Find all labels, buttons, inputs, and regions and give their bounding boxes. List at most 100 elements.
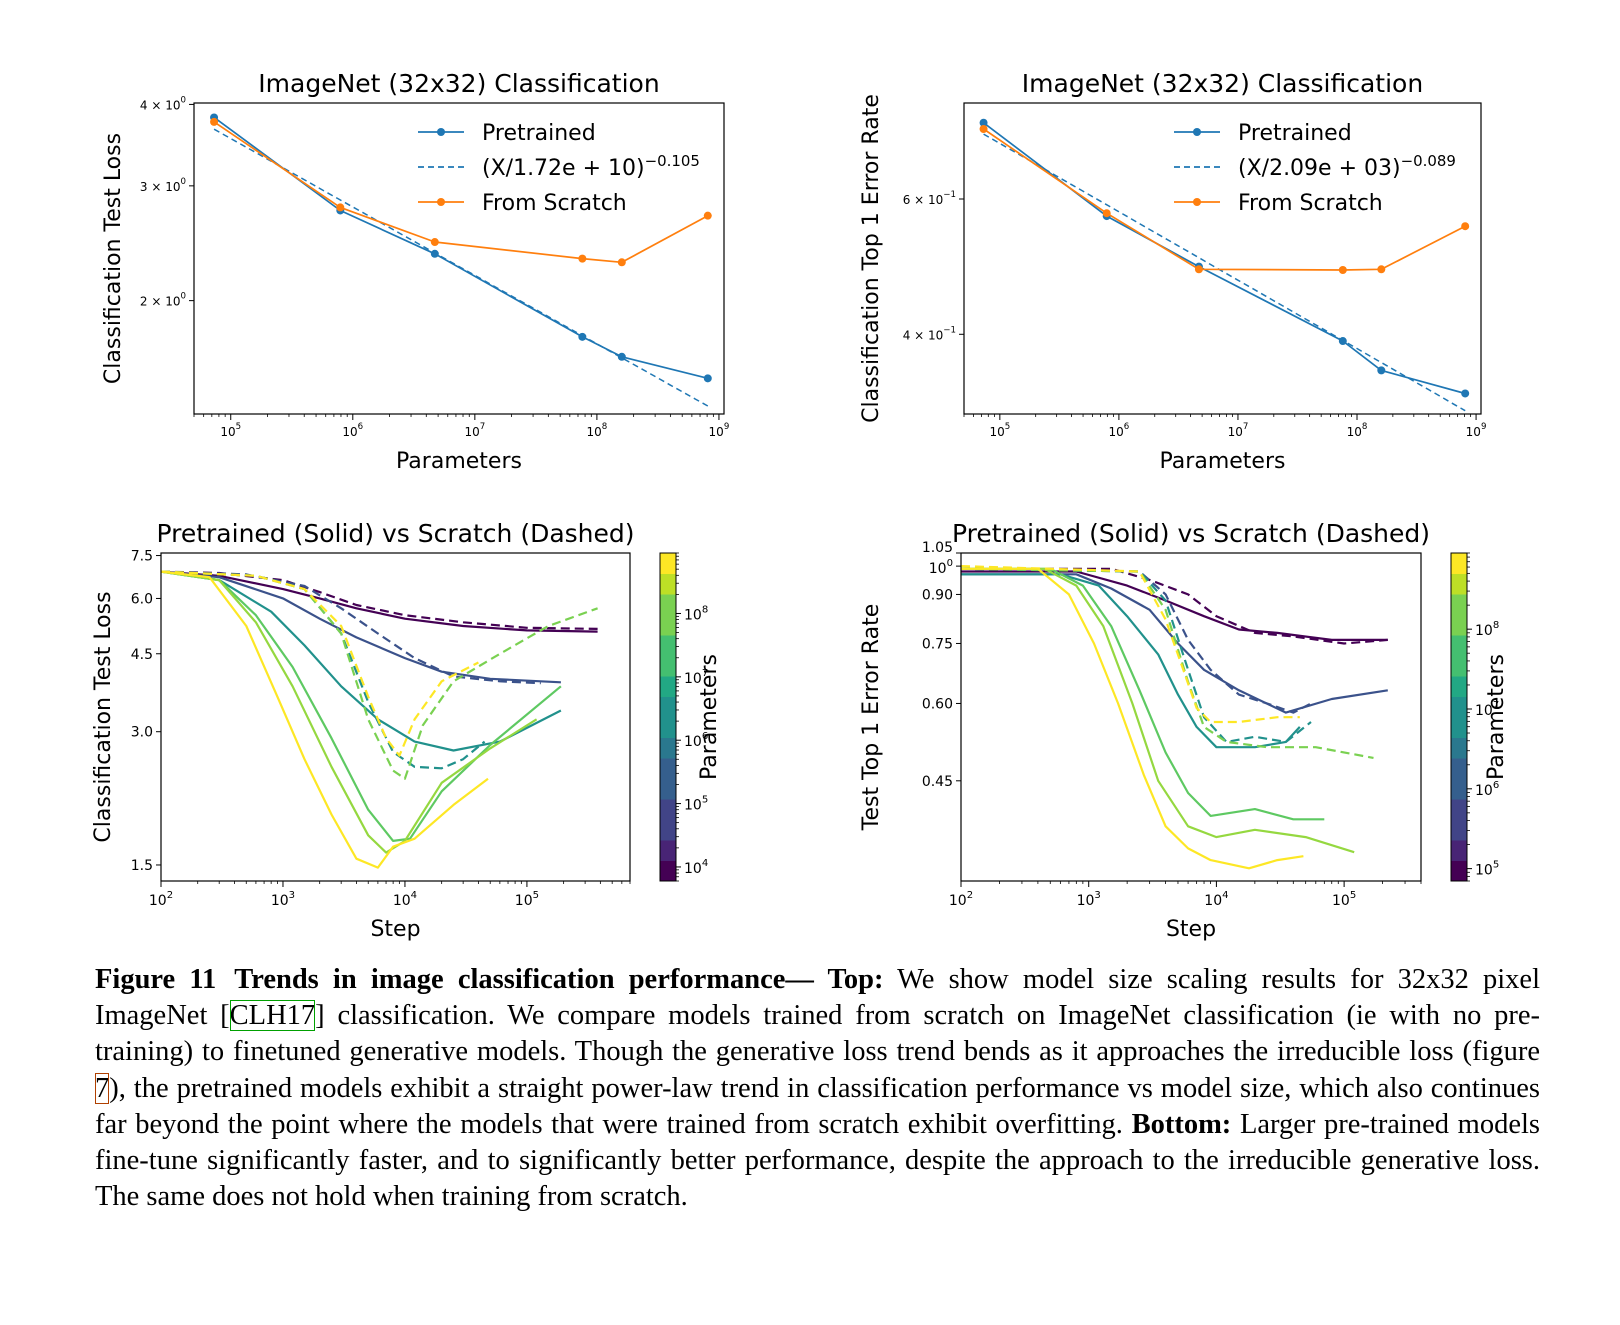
series-line-0 xyxy=(983,122,1466,395)
series-group xyxy=(979,118,1470,412)
y-tick-label: 100 xyxy=(929,558,953,577)
legend-label-0: Pretrained xyxy=(1238,121,1352,146)
colorbar-segment xyxy=(660,737,676,759)
y-tick-label: 1.5 xyxy=(131,858,153,874)
colorbar-label: Parameters xyxy=(697,654,722,780)
colorbar-segment xyxy=(1451,594,1467,615)
colorbar-segment xyxy=(660,676,676,697)
colorbar-segment xyxy=(1451,553,1467,574)
legend-marker xyxy=(437,198,445,206)
colorbar-segment xyxy=(660,635,676,656)
series-line-5 xyxy=(961,567,1312,744)
y-tick-label: 4.5 xyxy=(131,647,153,663)
y-tick-label: 4 × 10−1 xyxy=(903,325,956,342)
colorbar-segment xyxy=(660,553,676,574)
chart-title: Pretrained (Solid) vs Scratch (Dashed) xyxy=(952,519,1430,548)
colorbar-tick-label: 105 xyxy=(684,795,708,814)
colorbar-tick-label: 106 xyxy=(684,731,708,750)
colorbar-tick-label: 107 xyxy=(684,668,708,687)
citation-link-clh17[interactable]: CLH17 xyxy=(229,1000,316,1032)
series-line-8 xyxy=(161,570,538,854)
series-line-3 xyxy=(961,567,1312,714)
colorbar-segment xyxy=(660,860,676,882)
legend: Pretrained (X/2.09e + 03)−0.089 From Scrat… xyxy=(1174,121,1456,216)
series-line-7 xyxy=(961,567,1374,759)
legend-marker xyxy=(1193,128,1201,136)
data-point xyxy=(1461,222,1470,231)
series-group xyxy=(161,570,598,869)
x-axis-label: Parameters xyxy=(1160,449,1286,474)
series-line-4 xyxy=(961,573,1301,749)
plot-frame xyxy=(160,552,631,882)
data-point xyxy=(703,374,712,383)
legend-label-2: From Scratch xyxy=(482,191,627,216)
y-tick-label: 0.90 xyxy=(922,587,953,603)
caption-text-4: Larger pre-trained models fine-tune sign… xyxy=(95,1108,1540,1213)
chart-title: ImageNet (32x32) Classification xyxy=(258,69,659,98)
y-tick-label: 0.60 xyxy=(922,696,953,712)
chart-top-right: ImageNet (32x32) Classification Parameter… xyxy=(859,69,1486,474)
x-axis-label: Step xyxy=(1166,917,1216,942)
x-tick-label: 105 xyxy=(989,422,1010,439)
colorbar-segment xyxy=(1451,737,1467,759)
colorbar-segment xyxy=(660,594,676,615)
series-line-1 xyxy=(213,128,709,407)
y-axis-label: Classification Top 1 Error Rate xyxy=(859,94,884,423)
series-line-8 xyxy=(961,567,1355,854)
x-tick-label: 102 xyxy=(149,890,173,909)
chart-title: Pretrained (Solid) vs Scratch (Dashed) xyxy=(156,519,634,548)
colorbar-segment xyxy=(660,614,676,636)
data-point xyxy=(617,258,626,267)
series-line-2 xyxy=(213,121,709,264)
x-tick-label: 103 xyxy=(271,890,295,909)
figure-ref-link-7[interactable]: 7 xyxy=(95,1072,110,1104)
data-point xyxy=(1102,209,1111,218)
y-axis-label: Classification Test Loss xyxy=(91,591,116,842)
chart-bottom-left: Pretrained (Solid) vs Scratch (Dashed) St… xyxy=(91,519,722,942)
series-group xyxy=(961,565,1388,870)
data-point xyxy=(703,211,712,220)
colorbar-segment xyxy=(660,655,676,677)
plot-frame xyxy=(193,102,725,415)
x-axis-label: Parameters xyxy=(396,449,522,474)
y-tick-label: 3.0 xyxy=(131,725,153,741)
colorbar-segment xyxy=(1451,573,1467,595)
legend-label-2: From Scratch xyxy=(1238,191,1383,216)
colorbar-segment xyxy=(1451,860,1467,882)
caption-figure-label: Figure 11 xyxy=(95,964,217,995)
legend-label-1: (X/2.09e + 03)−0.089 xyxy=(1238,152,1456,181)
plot-frame xyxy=(963,102,1482,415)
series-line-1 xyxy=(983,133,1466,412)
plot-frame xyxy=(960,552,1422,882)
x-tick-label: 103 xyxy=(1077,890,1101,909)
colorbar-segment xyxy=(1451,758,1467,779)
colorbar-segment xyxy=(1451,676,1467,697)
colorbar: 105 106 107 108 Parameters xyxy=(1450,552,1509,882)
data-point xyxy=(210,117,219,126)
y-tick-label: 0.45 xyxy=(922,774,953,790)
data-point xyxy=(1194,265,1203,274)
colorbar-segment xyxy=(1451,614,1467,636)
series-line-0 xyxy=(961,570,1388,642)
colorbar-segment xyxy=(1451,799,1467,820)
data-point xyxy=(578,254,587,263)
legend-marker xyxy=(437,128,445,136)
x-tick-label: 104 xyxy=(1204,890,1228,909)
data-point xyxy=(1377,265,1386,274)
caption-bottom-label: Bottom: xyxy=(1131,1108,1232,1140)
colorbar-tick-label: 104 xyxy=(684,858,708,877)
y-axis-label: Classification Test Loss xyxy=(101,133,126,384)
y-tick-label: 0.75 xyxy=(922,636,953,652)
x-axis-label: Step xyxy=(370,917,420,942)
series-line-10 xyxy=(961,565,1300,724)
legend: Pretrained (X/1.72e + 10)−0.105 From Scrat… xyxy=(418,121,700,216)
x-tick-label: 107 xyxy=(1228,422,1249,439)
series-line-0 xyxy=(161,570,598,633)
caption-text-2: ] classification. We compare models trai… xyxy=(95,1000,1540,1068)
x-tick-label: 109 xyxy=(709,422,730,439)
x-tick-label: 106 xyxy=(1109,422,1130,439)
legend-marker xyxy=(1193,198,1201,206)
x-tick-label: 108 xyxy=(587,422,608,439)
colorbar-label: Parameters xyxy=(1484,654,1509,780)
series-line-9 xyxy=(961,567,1304,870)
